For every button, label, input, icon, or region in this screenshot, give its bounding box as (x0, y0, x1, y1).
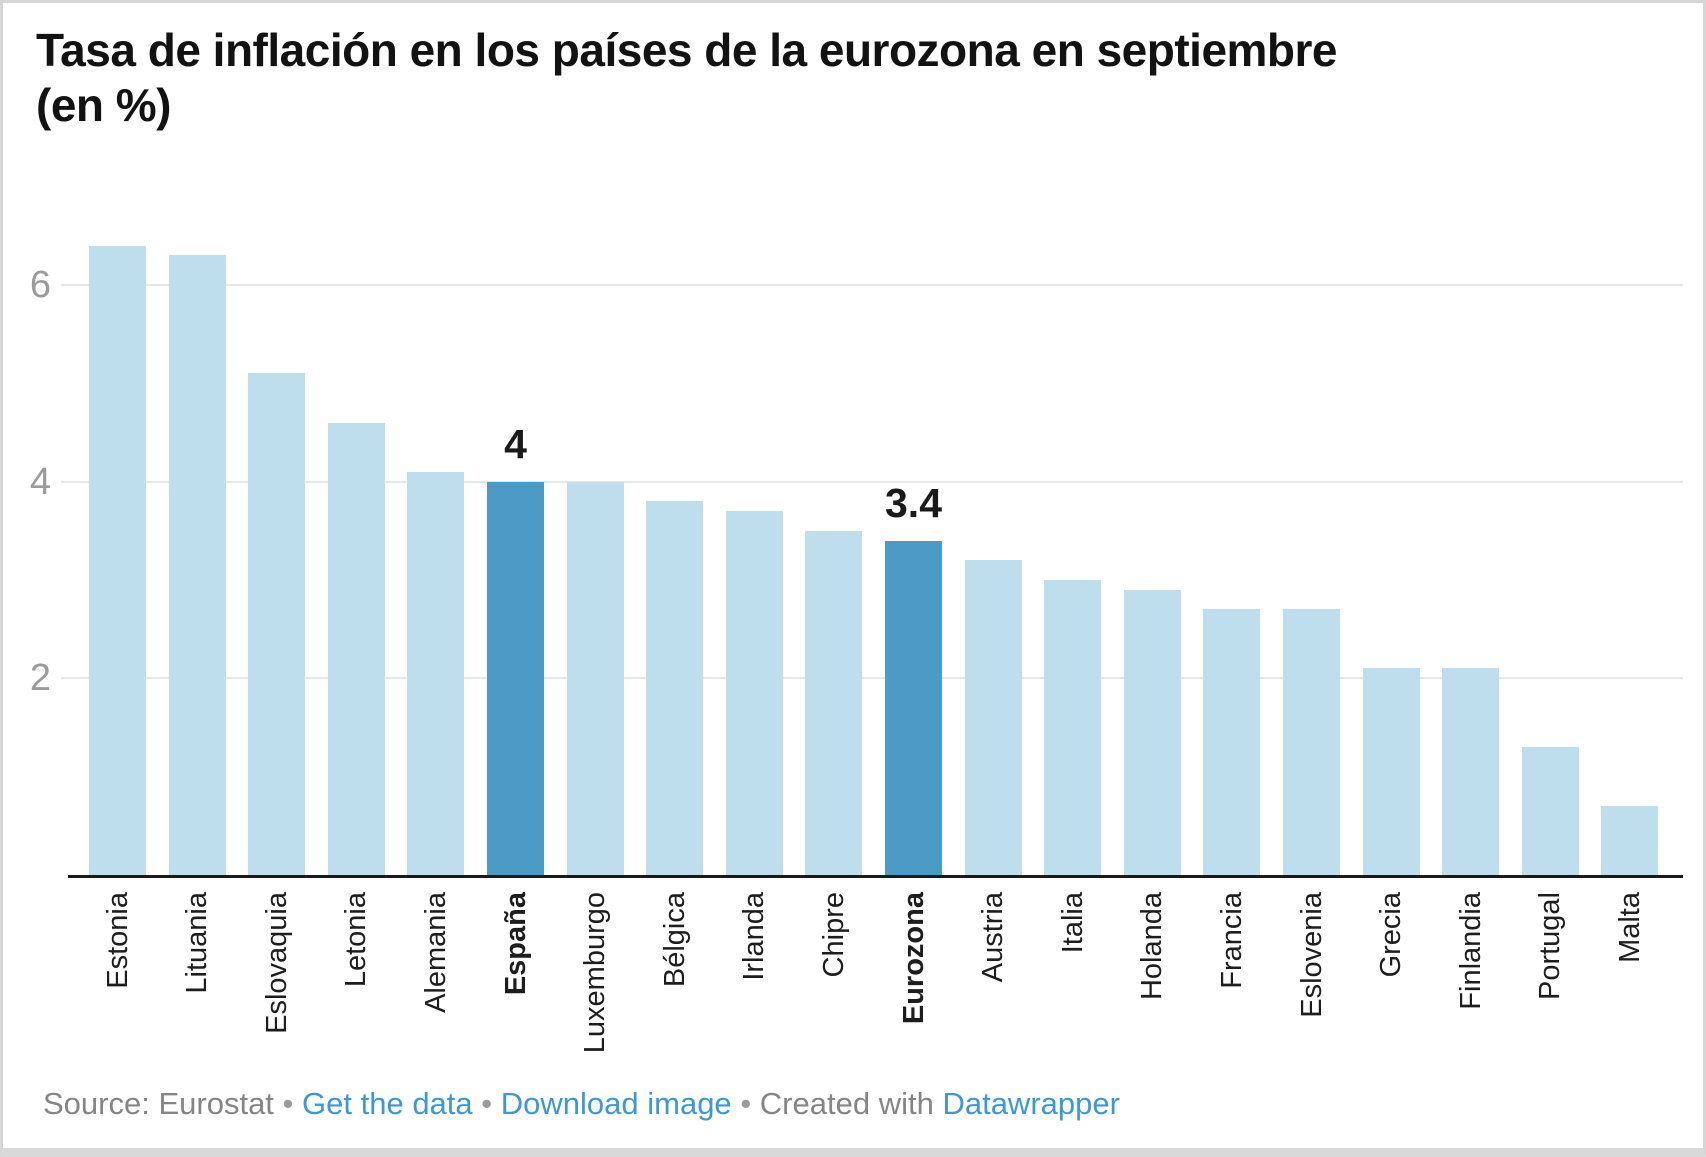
bar-eurozona[interactable] (885, 540, 942, 875)
x-axis-label-españa: España (499, 892, 532, 996)
bar-irlanda[interactable] (725, 511, 783, 875)
bar-malta[interactable] (1601, 806, 1659, 875)
bar-letonia[interactable] (327, 422, 385, 875)
x-axis-label-letonia: Letonia (340, 892, 373, 988)
bar-españa[interactable] (487, 481, 544, 875)
bar-chipre[interactable] (805, 530, 863, 875)
value-label-españa: 4 (504, 420, 527, 467)
bar-holanda[interactable] (1123, 589, 1181, 875)
bar-luxemburgo[interactable] (566, 481, 624, 875)
x-axis-label-malta: Malta (1613, 892, 1646, 963)
bar-austria[interactable] (964, 560, 1022, 875)
x-axis-label-grecia: Grecia (1375, 892, 1408, 978)
x-axis-label-portugal: Portugal (1534, 892, 1567, 1001)
bar-portugal[interactable] (1521, 747, 1579, 875)
bar-francia[interactable] (1203, 609, 1261, 875)
datawrapper-link[interactable]: Datawrapper (942, 1086, 1120, 1121)
x-axis-label-eslovenia: Eslovenia (1295, 892, 1328, 1018)
bar-italia[interactable] (1044, 579, 1102, 875)
download-image-link[interactable]: Download image (500, 1086, 732, 1121)
get-the-data-link[interactable]: Get the data (302, 1086, 473, 1121)
bar-grecia[interactable] (1362, 668, 1420, 875)
y-axis-tick-2: 2 (29, 657, 51, 700)
x-axis-label-austria: Austria (977, 892, 1010, 983)
x-axis-label-luxemburgo: Luxemburgo (579, 892, 612, 1054)
gridline-y2 (61, 677, 1683, 680)
bar-estonia[interactable] (89, 245, 146, 875)
footer-separator: • (740, 1086, 752, 1121)
chart-title: Tasa de inflación en los países de la eu… (36, 23, 1616, 133)
source-label: Source: (43, 1086, 150, 1121)
x-axis-label-alemania: Alemania (419, 892, 452, 1013)
plot-area: Estonia Lituania Eslovaquia Letonia Alemania… (61, 223, 1683, 1053)
gridline-y4 (61, 480, 1683, 483)
footer: Source: Eurostat • Get the data • Downlo… (43, 1085, 1120, 1123)
bar-lituania[interactable] (168, 255, 226, 875)
footer-separator: • (282, 1086, 294, 1121)
bar-belgica[interactable] (646, 501, 704, 875)
x-axis-label-estonia: Estonia (101, 892, 134, 989)
bar-eslovenia[interactable] (1283, 609, 1340, 875)
bar-eslovaquia[interactable] (248, 373, 306, 875)
x-axis-label-eurozona: Eurozona (897, 892, 930, 1025)
source-name: Eurostat (158, 1086, 274, 1121)
x-axis-label-irlanda: Irlanda (738, 892, 771, 981)
bar-alemania[interactable] (407, 471, 465, 875)
x-axis-label-belgica: Bélgica (658, 892, 691, 988)
created-with-label: Created with (759, 1086, 934, 1121)
x-axis-label-finlandia: Finlandia (1454, 892, 1487, 1010)
y-axis-tick-6: 6 (29, 263, 51, 306)
bar-finlandia[interactable] (1442, 668, 1500, 875)
footer-separator: • (481, 1086, 493, 1121)
x-axis-label-francia: Francia (1215, 892, 1248, 989)
x-axis-label-lituania: Lituania (181, 892, 214, 994)
chart-title-line1: Tasa de inflación en los países de la eu… (36, 24, 1338, 76)
y-axis-tick-4: 4 (29, 460, 51, 503)
x-axis-label-eslovaquia: Eslovaquia (260, 892, 293, 1034)
x-axis-label-holanda: Holanda (1136, 892, 1169, 1001)
chart-title-line2: (en %) (36, 79, 172, 131)
value-label-eurozona: 3.4 (885, 479, 942, 526)
gridline-y6 (61, 283, 1683, 286)
x-axis-label-italia: Italia (1056, 892, 1089, 954)
x-axis-label-chipre: Chipre (817, 892, 850, 978)
